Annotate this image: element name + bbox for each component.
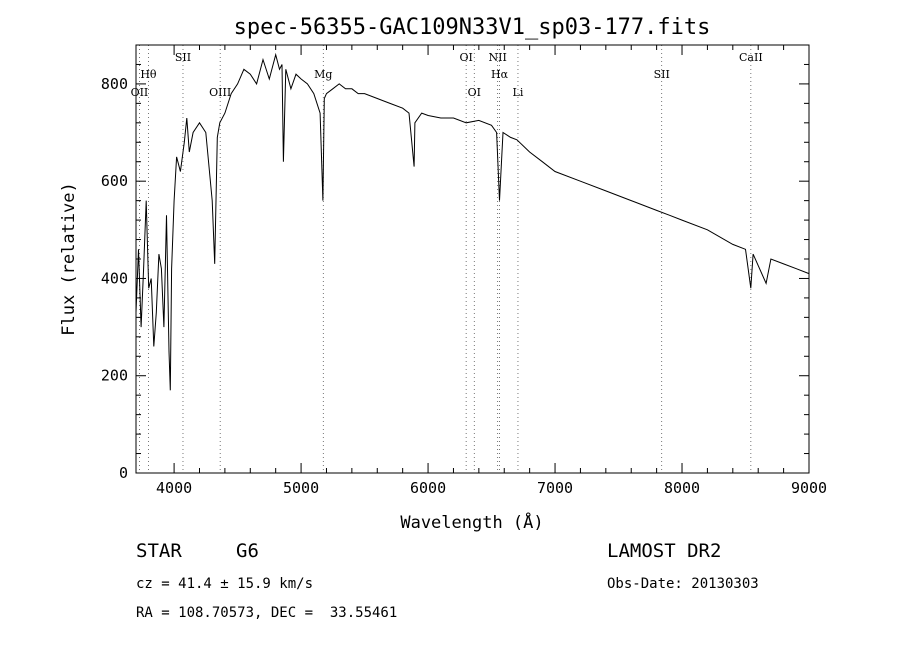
y-axis: 0 200 400 600 800 <box>101 63 809 482</box>
spectral-line-label-5: OI <box>459 51 472 64</box>
obs-date-text: Obs-Date: 20130303 <box>607 576 759 592</box>
spectral-line-label-6: OI <box>468 86 481 99</box>
spectral-line-label-1: OII <box>131 86 149 99</box>
plot-frame <box>135 44 810 474</box>
redshift-text: cz = 41.4 ± 15.9 km/s <box>136 576 314 592</box>
x-tick-label: 9000 <box>791 479 827 497</box>
spectral-line-label-0: Hθ <box>140 68 157 81</box>
spectral-line-label-10: SII <box>654 68 670 81</box>
x-axis: 4000 5000 6000 7000 8000 9000 <box>156 45 827 497</box>
y-axis-label: Flux (relative) <box>59 182 79 336</box>
y-tick-label: 400 <box>101 269 128 287</box>
survey-name: LAMOST DR2 <box>607 540 722 562</box>
x-axis-label: Wavelength (Å) <box>400 511 543 533</box>
spectral-line-label-8: Hα <box>491 68 509 81</box>
y-tick-label: 800 <box>101 75 128 93</box>
x-tick-label: 8000 <box>664 479 700 497</box>
y-tick-label: 600 <box>101 172 128 190</box>
x-tick-label: 5000 <box>283 479 319 497</box>
x-tick-label: 4000 <box>156 479 192 497</box>
x-tick-label: 6000 <box>410 479 446 497</box>
y-tick-label: 0 <box>119 464 128 482</box>
series-line-0 <box>135 52 810 391</box>
spectral-line-label-7: NII <box>488 51 506 64</box>
spectral-line-label-2: SII <box>175 51 191 64</box>
object-class: STAR <box>136 540 182 562</box>
series-layer <box>135 52 810 391</box>
spectral-line-label-3: OIII <box>209 86 231 99</box>
spectral-line-label-11: CaII <box>739 51 763 64</box>
spectral-line-label-9: Li <box>513 86 524 99</box>
coordinates-text: RA = 108.70573, DEC = 33.55461 <box>136 605 398 621</box>
x-tick-label: 7000 <box>537 479 573 497</box>
spectral-line-label-4: Mg <box>314 68 332 81</box>
spectral-line-markers: Hθ OII SII OIII Mg OI OI NII Hα Li SII CaII <box>131 45 763 473</box>
chart-title: spec-56355-GAC109N33V1_sp03-177.fits <box>234 15 711 40</box>
y-tick-label: 200 <box>101 367 128 385</box>
object-subclass: G6 <box>236 540 259 562</box>
